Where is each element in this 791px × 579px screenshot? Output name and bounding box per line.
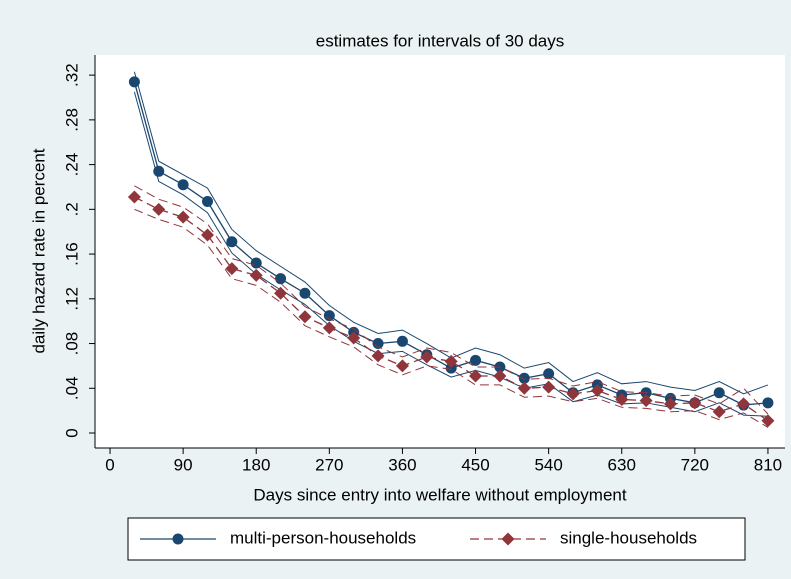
legend: [127, 517, 746, 561]
data-point: [299, 287, 311, 299]
data-point: [566, 387, 580, 401]
data-point: [371, 349, 385, 363]
legend-label: multi-person-households: [230, 528, 416, 547]
data-point: [249, 268, 263, 282]
legend-marker: [501, 532, 515, 546]
x-tick-label: 810: [754, 455, 782, 474]
data-point: [590, 384, 604, 398]
data-point: [201, 196, 213, 208]
data-point: [225, 262, 239, 276]
data-point: [444, 354, 458, 368]
data-point: [298, 310, 312, 324]
chart-title: estimates for intervals of 30 days: [316, 31, 565, 50]
data-point: [469, 369, 483, 383]
y-tick-label: .24: [62, 153, 81, 177]
data-point: [347, 331, 361, 345]
x-axis-label: Days since entry into welfare without em…: [253, 485, 626, 504]
legend-label: single-households: [560, 528, 697, 547]
x-tick-label: 90: [174, 455, 193, 474]
data-point: [177, 179, 189, 191]
data-point: [127, 190, 141, 204]
x-tick-label: 720: [681, 455, 709, 474]
ci-lower-line: [134, 208, 769, 428]
data-point: [372, 338, 384, 350]
data-point: [226, 236, 238, 248]
x-tick-label: 360: [388, 455, 416, 474]
data-point: [615, 392, 629, 406]
data-point: [322, 321, 336, 335]
data-point: [663, 397, 677, 411]
data-point: [152, 202, 166, 216]
series-line: [134, 196, 769, 422]
y-tick-label: .08: [62, 332, 81, 356]
data-point: [274, 286, 288, 300]
data-point: [543, 368, 555, 380]
x-tick-label: 270: [315, 455, 343, 474]
data-point: [470, 354, 482, 366]
data-point: [688, 396, 702, 410]
data-point: [153, 165, 165, 177]
ci-upper-line: [134, 185, 769, 415]
x-tick-label: 630: [608, 455, 636, 474]
data-point: [518, 372, 530, 384]
data-point: [762, 397, 774, 409]
data-point: [517, 381, 531, 395]
data-point: [395, 359, 409, 373]
plot-area: [95, 55, 785, 448]
y-tick-label: 0: [62, 428, 81, 437]
data-point: [639, 394, 653, 408]
x-tick-label: 450: [461, 455, 489, 474]
data-point: [323, 310, 335, 322]
data-point: [761, 414, 775, 428]
y-tick-label: .16: [62, 242, 81, 266]
y-tick-label: .2: [62, 202, 81, 216]
y-tick-label: .32: [62, 63, 81, 87]
data-point: [176, 210, 190, 224]
data-point: [542, 380, 556, 394]
ci-lower-line: [133, 91, 768, 417]
y-tick-label: .12: [62, 287, 81, 311]
data-point: [420, 350, 434, 364]
data-point: [396, 335, 408, 347]
data-point: [493, 369, 507, 383]
data-point: [712, 405, 726, 419]
x-tick-label: 540: [534, 455, 562, 474]
data-point: [128, 76, 140, 88]
x-tick-label: 0: [105, 455, 114, 474]
data-point: [737, 397, 751, 411]
y-tick-label: .04: [62, 376, 81, 400]
data-point: [200, 228, 214, 242]
data-point: [250, 257, 262, 269]
x-tick-label: 180: [242, 455, 270, 474]
data-point: [275, 273, 287, 285]
legend-marker: [172, 533, 184, 545]
data-point: [445, 362, 457, 374]
y-tick-label: .28: [62, 108, 81, 132]
data-point: [713, 387, 725, 399]
y-axis-label: daily hazard rate in percent: [29, 148, 48, 353]
